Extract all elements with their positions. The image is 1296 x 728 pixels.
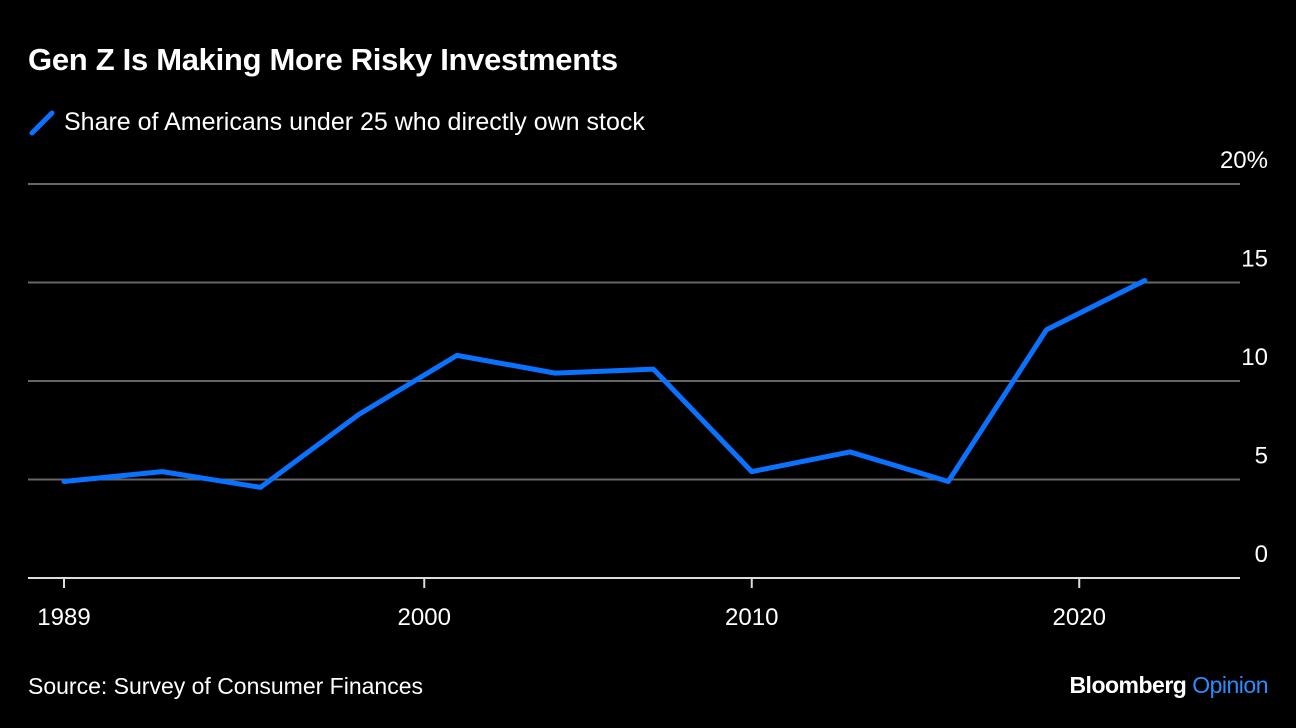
y-tick-label: 10 (1241, 344, 1268, 371)
x-tick-label: 2010 (725, 604, 778, 631)
chart-title: Gen Z Is Making More Risky Investments (28, 42, 618, 77)
x-tick-label: 2000 (398, 604, 451, 631)
y-tick-label: 15 (1241, 246, 1268, 273)
y-tick-label: 5 (1255, 443, 1268, 470)
source-note: Source: Survey of Consumer Finances (28, 673, 424, 699)
logo-brand: Bloomberg (1069, 672, 1187, 698)
y-tick-label: 0 (1255, 541, 1268, 568)
logo-section: Opinion (1192, 672, 1268, 698)
legend: Share of Americans under 25 who directly… (28, 108, 645, 137)
series-line (61, 278, 1148, 490)
legend-line-swatch-icon (29, 110, 55, 135)
bloomberg-opinion-logo: Bloomberg Opinion (1069, 672, 1268, 699)
x-tick-label: 1989 (37, 604, 90, 631)
y-tick-label: 20% (1220, 147, 1268, 174)
legend-label: Share of Americans under 25 who directly… (64, 108, 645, 136)
x-tick-label: 2020 (1053, 604, 1106, 631)
